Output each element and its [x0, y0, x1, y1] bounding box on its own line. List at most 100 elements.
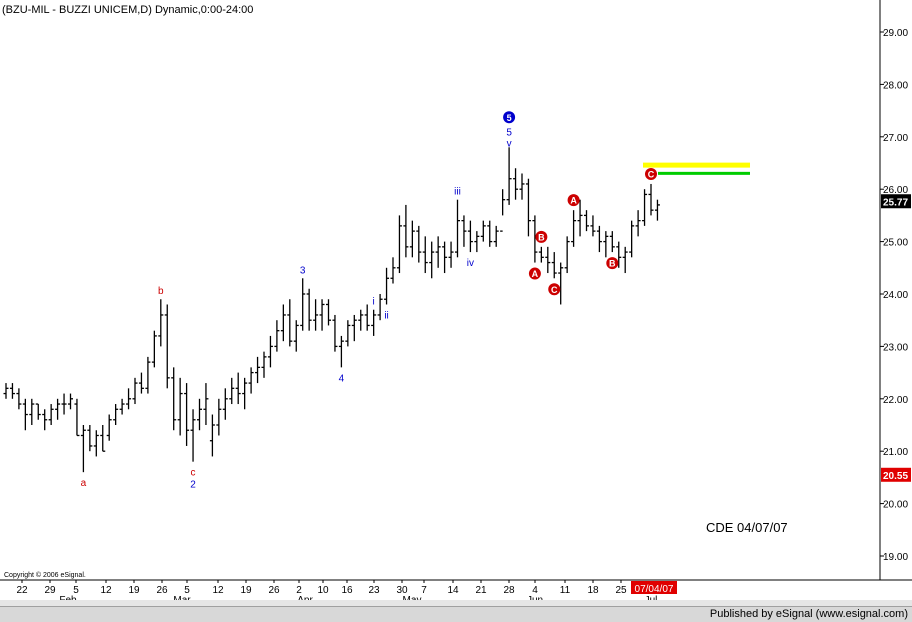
wave-label: 5 [506, 127, 512, 138]
date-tick-label: 10 [317, 585, 329, 596]
current-price-label: 25.77 [883, 197, 908, 208]
ohlc-bar [203, 383, 209, 425]
circled-wave-label: B [606, 257, 619, 270]
ohlc-bar [351, 314, 357, 342]
date-tick-label: 23 [368, 585, 380, 596]
ohlc-bar [138, 372, 144, 394]
date-tick-label: 11 [560, 585, 571, 596]
ohlc-bar [338, 335, 344, 368]
ohlc-bar [519, 173, 525, 200]
date-tick-label: 12 [100, 585, 112, 596]
ohlc-bar [29, 398, 35, 425]
ohlc-bar [525, 178, 531, 237]
label-circle [548, 283, 561, 296]
current-date-label: 07/04/07 [635, 584, 674, 595]
ohlc-bar [384, 267, 390, 305]
date-tick-label: 22 [16, 585, 28, 596]
ohlc-bar [171, 367, 177, 431]
circled-wave-label: 5 [503, 111, 516, 124]
price-tick-label: 22.00 [883, 395, 908, 406]
ohlc-bar [622, 246, 628, 274]
date-tick-label: 12 [212, 585, 224, 596]
ohlc-bar [235, 372, 241, 405]
ohlc-bar [93, 430, 99, 457]
price-tick-label: 26.00 [883, 185, 908, 196]
ohlc-bar [409, 220, 415, 258]
date-tick-label: 4 [532, 585, 538, 596]
ohlc-bar [145, 356, 151, 394]
ohlc-bar [16, 388, 22, 410]
ohlc-bar [209, 414, 215, 457]
ohlc-bar [158, 299, 164, 347]
ohlc-bar [229, 377, 235, 405]
ohlc-bar [184, 383, 190, 446]
ohlc-bar [242, 377, 248, 410]
ohlc-bar [429, 241, 435, 279]
plot-area [0, 0, 880, 580]
ohlc-bar [648, 183, 654, 216]
published-by-text: Published by eSignal (www.esignal.com) [709, 608, 908, 620]
date-tick-label: 5 [184, 585, 190, 596]
price-tick-label: 21.00 [883, 447, 908, 458]
low-price-tag [881, 467, 911, 482]
wave-label: ii [384, 310, 388, 321]
ohlc-bar [596, 225, 602, 253]
wave-label: a [81, 478, 87, 489]
ohlc-bar [80, 425, 86, 473]
ohlc-bar [68, 393, 73, 410]
ohlc-bar [461, 215, 467, 247]
ohlc-bar [287, 299, 293, 347]
label-circle [645, 167, 657, 180]
ohlc-bar [74, 398, 80, 437]
ohlc-bar [564, 236, 570, 274]
ohlc-bar [506, 147, 512, 205]
current-date-tag [631, 581, 677, 594]
ohlc-bar [132, 377, 138, 405]
ohlc-bar [551, 252, 557, 279]
wave-label: 3 [300, 265, 306, 276]
ohlc-bar [106, 414, 112, 441]
date-tick-label: 16 [341, 585, 353, 596]
ohlc-bar [280, 304, 286, 342]
ohlc-bar [119, 398, 125, 415]
ohlc-bar [364, 304, 370, 331]
label-circle [535, 230, 548, 243]
ohlc-bar [603, 231, 609, 258]
ohlc-bar [642, 189, 648, 226]
ohlc-bar [635, 210, 641, 237]
date-tick-label: 14 [447, 585, 459, 596]
circled-wave-label: A [567, 194, 580, 207]
date-tick-label: 25 [615, 585, 627, 596]
ohlc-bar [267, 335, 273, 368]
ohlc-bar [538, 246, 544, 263]
circled-wave-label: B [535, 230, 548, 243]
label-circle [528, 267, 541, 280]
ohlc-bar [100, 425, 106, 452]
target-zone-green [658, 171, 750, 175]
ohlc-bar [35, 403, 41, 420]
date-tick-label: 30 [396, 585, 408, 596]
ohlc-bar [332, 314, 338, 352]
price-tick-label: 27.00 [883, 133, 908, 144]
label-circle-text: 5 [507, 113, 512, 123]
wave-label: 2 [190, 480, 196, 491]
ohlc-bar [9, 383, 15, 399]
ohlc-bar [55, 398, 61, 420]
ohlc-bar [532, 215, 538, 263]
ohlc-bars [3, 147, 750, 473]
label-circle-text: C [648, 169, 655, 179]
horizontal-scrollbar[interactable] [0, 600, 912, 606]
ohlc-bar [487, 220, 493, 247]
label-circle-text: A [532, 269, 539, 279]
ohlc-bar [326, 299, 331, 326]
wave-label: iv [467, 258, 474, 269]
ohlc-bar [113, 404, 119, 425]
wave-label: iii [454, 187, 461, 198]
ohlc-bar [248, 367, 254, 394]
ohlc-bar [616, 241, 622, 268]
price-tick-label: 25.00 [883, 238, 908, 249]
ohlc-bar [255, 356, 261, 384]
date-tick-label: 2 [296, 585, 302, 596]
ohlc-bar [48, 404, 54, 425]
